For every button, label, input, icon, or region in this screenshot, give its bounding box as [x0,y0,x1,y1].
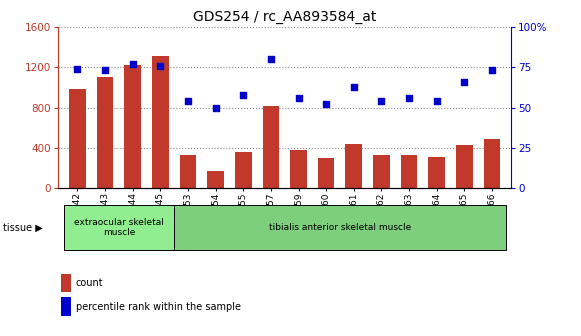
Title: GDS254 / rc_AA893584_at: GDS254 / rc_AA893584_at [193,10,376,25]
Point [487,68,497,73]
Bar [152,56,168,188]
Bar [290,150,307,188]
Text: tissue ▶: tissue ▶ [3,223,42,233]
Bar [263,106,279,188]
Point [239,92,248,97]
Bar [69,89,86,188]
Point [432,98,442,104]
Bar [346,144,362,188]
Bar [207,170,224,188]
Bar [483,139,500,188]
Point [184,98,193,104]
Bar [401,155,417,188]
Bar [456,145,472,188]
Point [73,66,82,72]
Point [376,98,386,104]
Bar [174,205,505,250]
Bar [428,157,445,188]
Point [294,95,303,100]
Bar [235,152,252,188]
Bar [318,159,335,188]
Point [460,79,469,84]
Point [128,61,137,67]
Bar [64,205,174,250]
Point [266,56,275,62]
Text: count: count [76,278,103,288]
Point [211,105,220,110]
Bar [97,77,113,188]
Point [404,95,414,100]
Point [349,84,358,89]
Point [321,101,331,107]
Bar [373,155,390,188]
Point [101,68,110,73]
Bar [180,155,196,188]
Text: percentile rank within the sample: percentile rank within the sample [76,302,241,312]
Point [156,63,165,68]
Text: tibialis anterior skeletal muscle: tibialis anterior skeletal muscle [269,223,411,232]
Text: extraocular skeletal
muscle: extraocular skeletal muscle [74,218,164,237]
Bar [124,65,141,188]
